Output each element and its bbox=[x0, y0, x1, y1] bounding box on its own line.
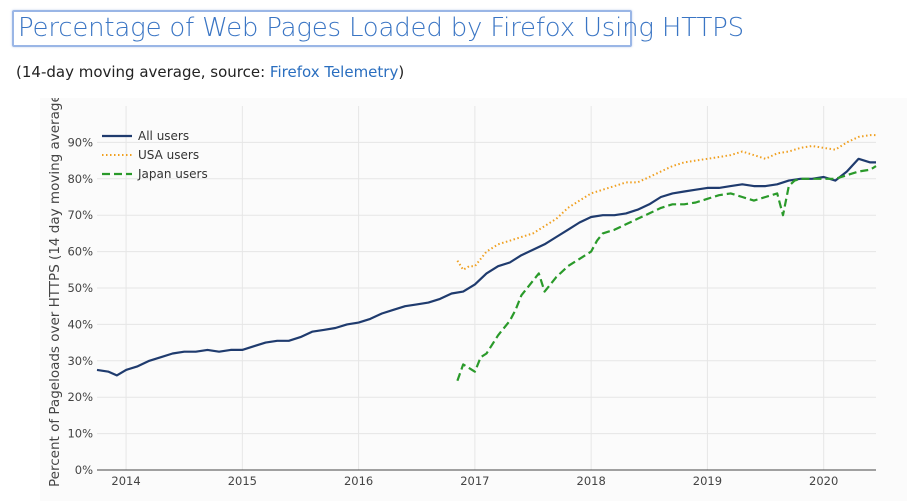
x-tick-label: 2018 bbox=[577, 474, 606, 488]
subtitle-suffix: ) bbox=[398, 63, 405, 81]
series-line-japan-users bbox=[456, 165, 877, 382]
title-box: Percentage of Web Pages Loaded by Firefo… bbox=[12, 10, 744, 47]
y-tick-label: 20% bbox=[67, 390, 93, 404]
page-title: Percentage of Web Pages Loaded by Firefo… bbox=[18, 13, 744, 43]
x-tick-label: 2015 bbox=[228, 474, 257, 488]
legend-label: Japan users bbox=[137, 167, 208, 181]
y-axis-label: Percent of Pageloads over HTTPS (14 day … bbox=[47, 98, 63, 487]
y-tick-label: 80% bbox=[67, 172, 93, 186]
series-line-usa-users bbox=[456, 134, 876, 271]
y-tick-label: 50% bbox=[67, 281, 93, 295]
x-tick-label: 2017 bbox=[460, 474, 489, 488]
x-tick-label: 2014 bbox=[111, 474, 140, 488]
legend-label: All users bbox=[138, 129, 189, 143]
x-tick-label: 2020 bbox=[809, 474, 838, 488]
subtitle: (14-day moving average, source: Firefox … bbox=[16, 63, 404, 81]
series-line-all-users bbox=[96, 157, 876, 377]
y-tick-label: 70% bbox=[67, 208, 93, 222]
y-tick-label: 0% bbox=[75, 463, 93, 477]
y-tick-label: 10% bbox=[67, 427, 93, 441]
subtitle-prefix: (14-day moving average, source: bbox=[16, 63, 270, 81]
legend-label: USA users bbox=[138, 148, 199, 162]
x-tick-label: 2016 bbox=[344, 474, 373, 488]
chart-container: 0% 10% 20% 30% 40% 50% 60% 70% 80% 90% 2014 2015 201… bbox=[0, 98, 907, 501]
source-link[interactable]: Firefox Telemetry bbox=[269, 63, 399, 81]
y-tick-label: 30% bbox=[67, 354, 93, 368]
y-tick-label: 90% bbox=[67, 135, 93, 149]
y-tick-label: 40% bbox=[67, 317, 93, 331]
x-tick-label: 2019 bbox=[693, 474, 722, 488]
https-chart: 0% 10% 20% 30% 40% 50% 60% 70% 80% 90% 2014 2015 201… bbox=[47, 98, 877, 488]
y-tick-label: 60% bbox=[67, 245, 93, 259]
